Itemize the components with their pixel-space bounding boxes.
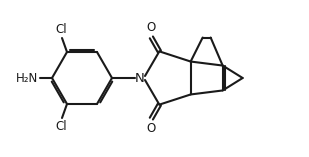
Text: H₂N: H₂N [16, 71, 38, 84]
Text: O: O [147, 21, 156, 34]
Text: Cl: Cl [55, 23, 67, 36]
Text: Cl: Cl [55, 120, 67, 133]
Text: O: O [147, 122, 156, 135]
Text: N: N [135, 71, 145, 84]
